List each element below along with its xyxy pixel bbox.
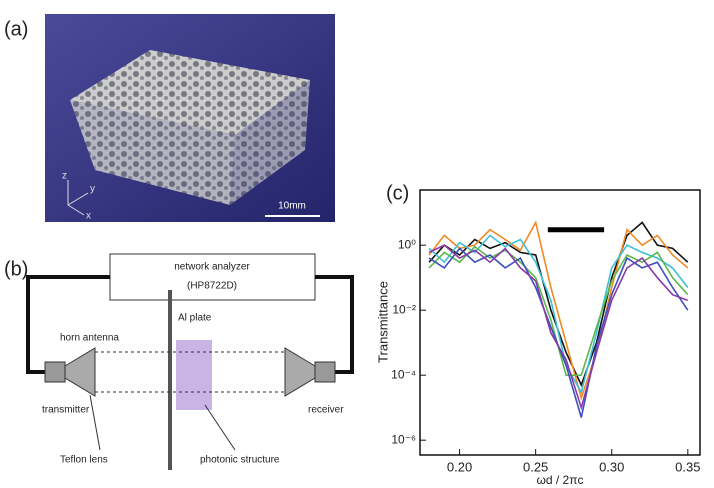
label: horn antenna: [60, 333, 119, 344]
panel-label: (b): [4, 258, 28, 280]
analyzer-label: network analyzer: [174, 262, 250, 273]
figure: (a) 10mm z y x (b) network analyzer (HP8…: [0, 0, 714, 488]
label: receiver: [308, 405, 344, 416]
scale-bar-label: 10mm: [278, 201, 306, 212]
label: Teflon lens: [60, 455, 108, 466]
axis-label: x: [86, 211, 91, 222]
x-tick-label: 0.30: [599, 459, 624, 474]
label: photonic structure: [200, 455, 280, 466]
y-tick-label: 10⁻⁴: [391, 367, 416, 381]
y-tick-label: 10⁻²: [392, 302, 416, 316]
y-tick-label: 10⁻⁶: [391, 432, 416, 446]
x-axis-label: ωd / 2πc: [537, 473, 584, 487]
panel-label: (c): [386, 182, 409, 204]
analyzer-model: (HP8722D): [187, 281, 237, 292]
y-tick-label: 10⁰: [398, 237, 416, 251]
series-line: [429, 245, 688, 408]
label: Al plate: [178, 313, 212, 324]
axis-label: z: [62, 171, 67, 182]
diagram: network analyzer (HP8722D) horn antenna …: [28, 254, 352, 470]
y-axis-label: Transmittance: [375, 281, 390, 363]
photo: 10mm z y x: [45, 14, 335, 222]
panel-label: (a): [4, 18, 28, 40]
axis-label: y: [90, 184, 95, 195]
label: transmitter: [42, 405, 90, 416]
x-tick-label: 0.35: [675, 459, 700, 474]
x-tick-label: 0.20: [447, 459, 472, 474]
